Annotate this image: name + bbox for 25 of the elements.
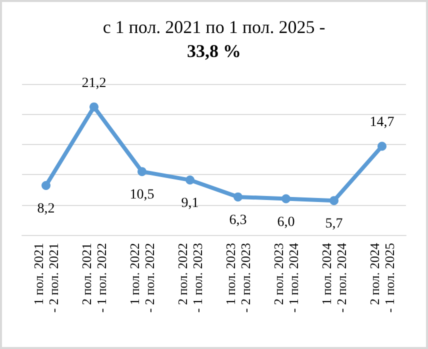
point bbox=[90, 102, 98, 112]
data-label: 9,1 bbox=[181, 196, 199, 212]
x-tick-label: 1 пол. 2024 - 2 пол. 2024 bbox=[319, 242, 349, 313]
x-tick-label: 2 пол. 2021 - 1 пол. 2022 bbox=[79, 243, 109, 313]
x-tick-label: 2 пол. 2023 - 1 пол. 2024 bbox=[271, 242, 301, 313]
x-tick-label: 1 пол. 2021 - 2 пол. 2021 bbox=[31, 243, 61, 313]
data-label: 21,2 bbox=[82, 76, 106, 91]
point bbox=[42, 180, 50, 190]
x-tick-label: 2 пол. 2024 - 1 пол. 2025 bbox=[367, 242, 397, 313]
data-label: 6,0 bbox=[277, 214, 295, 230]
point bbox=[234, 192, 242, 202]
point bbox=[138, 167, 146, 176]
point bbox=[378, 142, 386, 151]
chart-title: с 1 пол. 2021 по 1 пол. 2025 - 33,8 % bbox=[102, 17, 326, 61]
x-tick-label: 1 пол. 2023 - 2 пол. 2023 bbox=[223, 243, 253, 313]
point bbox=[330, 196, 338, 206]
data-label: 6,3 bbox=[229, 212, 247, 228]
data-label: 14,7 bbox=[370, 115, 394, 130]
data-label: 5,7 bbox=[325, 216, 343, 232]
point bbox=[282, 194, 290, 204]
point bbox=[186, 176, 194, 185]
x-tick-label: 1 пол. 2022 - 2 пол. 2022 bbox=[127, 243, 157, 313]
data-label: 10,5 bbox=[130, 188, 154, 203]
data-label: 8,2 bbox=[37, 201, 55, 216]
x-tick-label: 2 пол. 2022 - 1 пол. 2023 bbox=[175, 243, 205, 313]
